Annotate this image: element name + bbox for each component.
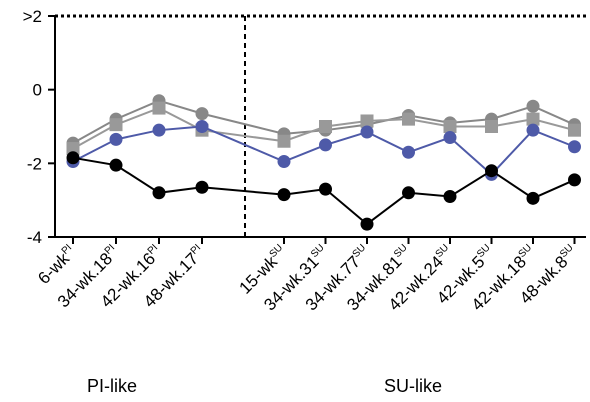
data-point — [526, 191, 540, 205]
data-point — [195, 120, 209, 133]
series-line — [72, 106, 575, 150]
data-point — [360, 125, 374, 139]
data-point — [360, 114, 374, 128]
data-point — [152, 123, 166, 137]
data-point — [443, 189, 457, 203]
y-tick-label: 0 — [33, 81, 42, 100]
data-point — [152, 186, 166, 200]
data-point — [277, 134, 291, 148]
data-point — [319, 138, 332, 152]
group-label: SU-like — [384, 376, 442, 396]
data-point — [360, 217, 374, 231]
data-point — [66, 142, 80, 156]
data-point — [526, 123, 540, 137]
data-point — [109, 118, 123, 132]
series-line — [72, 99, 575, 144]
data-point — [277, 188, 291, 202]
data-point — [526, 112, 540, 126]
data-point — [319, 182, 332, 196]
data-point — [66, 151, 80, 165]
axes: >2 0 -2 -4 — [23, 7, 588, 247]
data-point — [568, 173, 581, 187]
y-tick-label: -4 — [27, 228, 42, 247]
data-point — [402, 186, 415, 200]
y-tick-label: >2 — [23, 7, 42, 26]
data-point — [109, 158, 123, 172]
series-layer — [66, 94, 581, 231]
group-label: PI-like — [87, 376, 137, 396]
data-point — [526, 99, 540, 113]
data-point — [109, 132, 123, 146]
data-point — [485, 164, 498, 178]
data-point — [443, 120, 457, 133]
data-point — [402, 145, 415, 159]
data-point — [402, 112, 415, 126]
data-point — [152, 101, 166, 115]
series-2 — [66, 120, 581, 181]
data-point — [277, 154, 291, 168]
data-point — [485, 120, 498, 133]
series-line — [72, 125, 575, 176]
y-tick-label: -2 — [27, 154, 42, 173]
data-point — [319, 120, 332, 133]
data-point — [195, 180, 209, 194]
data-point — [195, 107, 209, 121]
group-labels: PI-like SU-like — [87, 376, 442, 396]
data-point — [568, 123, 581, 137]
data-point — [568, 140, 581, 154]
series-3 — [66, 151, 581, 231]
category-labels: 6-wkPI34-wk.18PI42-wk.16PI48-wk.17PI15-w… — [34, 242, 575, 314]
data-point — [443, 131, 457, 145]
series-line — [72, 156, 575, 226]
